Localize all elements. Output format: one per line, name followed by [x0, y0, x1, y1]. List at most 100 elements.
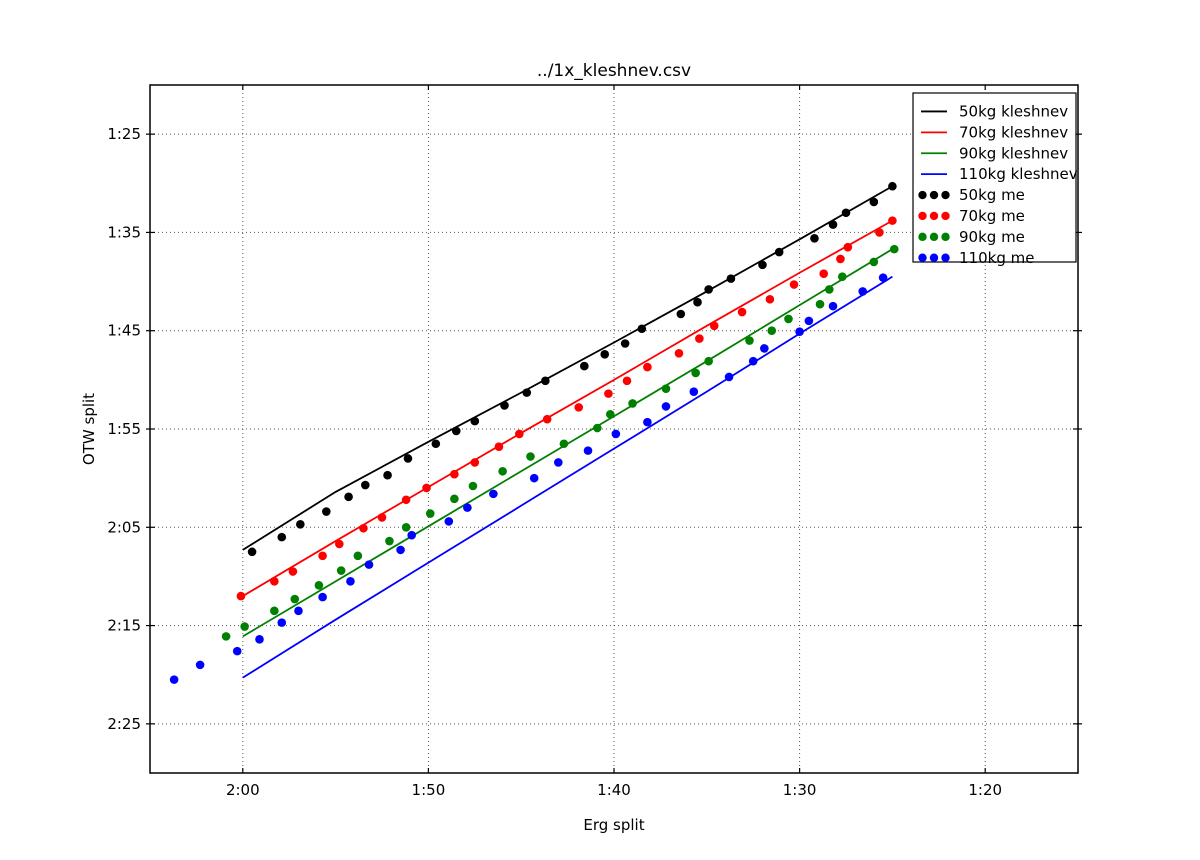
series-point-110kg-me	[643, 417, 652, 427]
series-point-90kg-me	[745, 336, 754, 345]
series-point-70kg-me	[270, 577, 279, 586]
series-point-70kg-me	[494, 442, 504, 451]
series-point-70kg-me	[789, 280, 799, 289]
series-point-70kg-me	[836, 254, 845, 264]
series-point-50kg-me	[600, 350, 610, 359]
series-point-110kg-me	[583, 446, 593, 455]
x-tick-label: 1:30	[783, 781, 817, 799]
series-point-70kg-me	[470, 458, 480, 467]
series-point-50kg-me	[841, 208, 851, 218]
series-point-50kg-me	[676, 309, 686, 319]
series-point-110kg-me	[858, 287, 868, 296]
x-tick-label: 1:20	[968, 781, 1002, 799]
series-point-50kg-me	[500, 401, 509, 410]
series-point-70kg-me	[359, 523, 368, 533]
series-line-70kg-kleshnev	[242, 219, 893, 597]
y-tick-label: 1:55	[107, 420, 141, 438]
legend-label: 110kg me	[959, 249, 1034, 267]
legend-label: 90kg me	[959, 228, 1025, 246]
series-point-90kg-me	[401, 522, 411, 532]
series-point-70kg-me	[875, 228, 884, 237]
series-point-90kg-me	[221, 632, 231, 641]
series-point-110kg-me	[878, 273, 888, 282]
series-point-70kg-me	[674, 349, 684, 358]
series-point-90kg-me	[290, 594, 300, 604]
legend-sample-dot-90kg-me	[929, 232, 939, 242]
series-point-90kg-me	[385, 536, 394, 546]
legend-sample-dot-110kg-me	[941, 253, 950, 262]
series-point-90kg-me	[468, 481, 478, 491]
chart-title: ../1x_kleshnev.csv	[536, 61, 692, 81]
series-point-110kg-me	[195, 660, 205, 670]
series-point-70kg-me	[819, 269, 829, 279]
series-line-110kg-kleshnev	[242, 275, 893, 679]
series-point-110kg-me	[318, 592, 327, 602]
series-point-50kg-me	[522, 388, 532, 397]
series-point-110kg-me	[689, 387, 699, 396]
series-point-90kg-me	[425, 509, 435, 518]
series-point-70kg-me	[765, 294, 775, 304]
series-point-110kg-me	[364, 560, 374, 569]
series-point-70kg-me	[622, 376, 632, 386]
series-point-70kg-me	[422, 483, 431, 493]
legend-sample-dot-90kg-me	[918, 232, 927, 242]
legend-label: 50kg kleshnev	[959, 102, 1068, 120]
legend-label: 70kg kleshnev	[959, 123, 1068, 141]
series-point-50kg-me	[828, 220, 838, 229]
series-point-70kg-me	[542, 414, 552, 424]
series-point-70kg-me	[450, 469, 459, 479]
series-point-90kg-me	[240, 622, 249, 631]
series-point-110kg-me	[724, 372, 734, 382]
legend-sample-dot-70kg-me	[941, 211, 950, 221]
series-point-110kg-me	[169, 675, 179, 684]
series-point-50kg-me	[726, 274, 736, 283]
series-point-110kg-me	[760, 344, 769, 353]
series-point-70kg-me	[335, 539, 344, 549]
series-point-70kg-me	[574, 403, 584, 412]
series-point-90kg-me	[314, 580, 324, 590]
series-point-90kg-me	[889, 244, 899, 254]
series-point-90kg-me	[704, 356, 713, 366]
series-point-90kg-me	[661, 384, 671, 394]
series-point-110kg-me	[396, 545, 405, 555]
legend-label: 70kg me	[959, 207, 1025, 225]
series-point-90kg-me	[559, 439, 569, 449]
series-point-110kg-me	[828, 301, 838, 311]
series-point-70kg-me	[604, 389, 613, 398]
series-point-90kg-me	[526, 452, 535, 461]
series-point-90kg-me	[691, 368, 700, 378]
series-point-110kg-me	[294, 606, 303, 616]
legend-sample-dot-50kg-me	[918, 190, 927, 200]
series-point-90kg-me	[353, 551, 363, 561]
y-tick-label: 1:25	[107, 125, 141, 143]
series-point-50kg-me	[451, 426, 461, 436]
series-point-110kg-me	[748, 356, 758, 366]
series-point-70kg-me	[401, 495, 411, 505]
series-point-70kg-me	[377, 513, 387, 522]
series-point-110kg-me	[255, 635, 264, 644]
legend-label: 50kg me	[959, 186, 1025, 204]
series-point-110kg-me	[661, 402, 671, 411]
legend-sample-dot-110kg-me	[918, 253, 927, 262]
legend-sample-dot-50kg-me	[941, 190, 950, 200]
series-point-50kg-me	[296, 520, 305, 529]
y-axis-label: OTW split	[80, 392, 98, 466]
series-point-50kg-me	[344, 492, 353, 502]
series-point-110kg-me	[346, 577, 355, 586]
series-point-50kg-me	[888, 181, 897, 191]
legend-sample-dot-70kg-me	[929, 211, 939, 221]
x-tick-label: 2:00	[226, 781, 260, 799]
legend-sample-dot-110kg-me	[929, 253, 939, 262]
series-point-50kg-me	[360, 480, 370, 490]
series-point-50kg-me	[247, 547, 257, 557]
legend-sample-dot-70kg-me	[918, 211, 927, 221]
series-point-90kg-me	[450, 494, 459, 504]
legend-sample-dot-90kg-me	[941, 232, 950, 242]
x-axis-label: Erg split	[583, 816, 645, 834]
series-point-70kg-me	[709, 321, 719, 331]
series-point-90kg-me	[837, 272, 847, 281]
series-point-110kg-me	[277, 618, 287, 627]
series-point-70kg-me	[288, 567, 298, 576]
